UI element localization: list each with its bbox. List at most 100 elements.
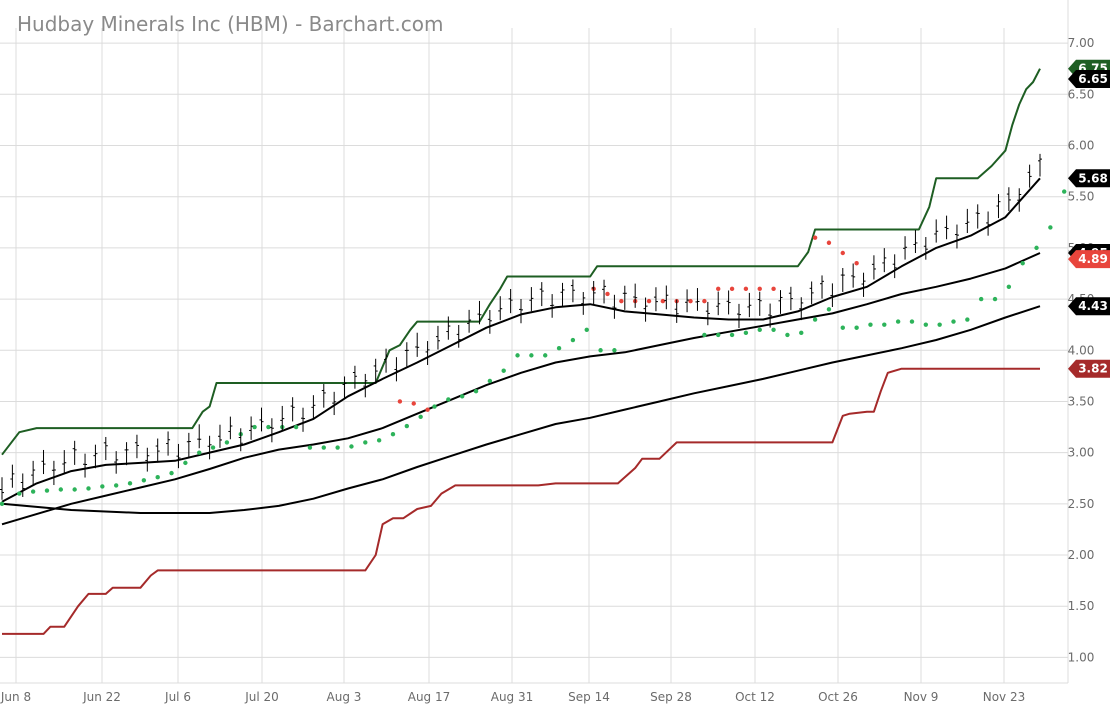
price-tag bbox=[1068, 69, 1110, 88]
stop-dot-below bbox=[757, 327, 762, 332]
stop-dot-below bbox=[501, 368, 506, 373]
y-tick-label: 4.00 bbox=[1068, 343, 1095, 357]
price-tag-label: 3.82 bbox=[1078, 362, 1108, 376]
price-bars bbox=[0, 153, 1042, 500]
stop-dot-below bbox=[868, 322, 873, 327]
stop-dot-below bbox=[951, 319, 956, 324]
lower-line bbox=[2, 367, 1040, 635]
x-tick-label: Sep 14 bbox=[568, 690, 610, 704]
x-tick-label: Aug 17 bbox=[408, 690, 451, 704]
x-axis-labels: Jun 8 Jun 22 Jul 6 Jul 20 Aug 3 Aug 17 Aug 31 S… bbox=[0, 690, 1025, 704]
stop-dot-below bbox=[210, 445, 216, 450]
stop-dot-below bbox=[58, 487, 64, 492]
x-tick-label: Jul 6 bbox=[164, 690, 191, 704]
stop-dot-below bbox=[252, 424, 257, 430]
stop-dot-below bbox=[100, 484, 105, 489]
stop-dot-above bbox=[688, 298, 693, 304]
stop-dot-below bbox=[965, 317, 970, 322]
stop-dot-above bbox=[729, 286, 735, 292]
stop-dot-below bbox=[556, 346, 562, 351]
stop-dot-below bbox=[224, 440, 230, 445]
ma_mid-line bbox=[1, 252, 1041, 526]
stop-dot-below bbox=[141, 478, 147, 483]
stop-dot-below bbox=[992, 296, 998, 302]
stop-dot-below bbox=[584, 327, 589, 332]
stop-dot-below bbox=[785, 332, 790, 338]
stop-dot-below bbox=[321, 445, 326, 450]
y-tick-label: 1.00 bbox=[1068, 650, 1095, 664]
y-tick-label: 5.50 bbox=[1068, 190, 1095, 204]
stop-dot-below bbox=[169, 470, 174, 476]
stop-dot-below bbox=[459, 394, 465, 399]
stop-dot-below bbox=[86, 486, 91, 491]
stop-dot-above bbox=[716, 286, 721, 292]
price-tag bbox=[1068, 250, 1110, 269]
y-tick-label: 3.00 bbox=[1068, 446, 1095, 460]
stop-dot-above bbox=[397, 399, 403, 404]
stop-dot-below bbox=[72, 487, 77, 492]
stop-dot-below bbox=[1062, 189, 1067, 194]
stop-dot-above bbox=[826, 240, 832, 245]
stop-dot-below bbox=[515, 353, 520, 358]
stop-dot-below bbox=[113, 483, 119, 488]
stop-dot-below bbox=[127, 481, 133, 486]
indicator-lines bbox=[1, 68, 1041, 635]
price-tags: 6.756.655.684.954.894.433.82 bbox=[1068, 59, 1110, 378]
grid bbox=[0, 0, 1069, 684]
stop-dot-below bbox=[1006, 284, 1012, 289]
stop-dot-below bbox=[197, 450, 202, 455]
stop-dot-below bbox=[854, 325, 859, 330]
stop-dot-above bbox=[757, 286, 762, 292]
stop-dot-below bbox=[1034, 245, 1039, 251]
y-tick-label: 7.00 bbox=[1068, 36, 1095, 50]
x-tick-label: Sep 28 bbox=[650, 690, 692, 704]
stop-dot-below bbox=[363, 440, 368, 445]
stop-dots bbox=[0, 176, 1081, 507]
upper-line bbox=[1, 68, 1041, 456]
stop-dot-below bbox=[702, 332, 707, 338]
stop-dot-below bbox=[771, 327, 776, 332]
stop-dot-below bbox=[612, 348, 617, 353]
stop-dot-below bbox=[716, 332, 721, 338]
stop-dot-below bbox=[1020, 261, 1025, 266]
stop-dot-above bbox=[840, 250, 845, 256]
x-tick-label: Jun 8 bbox=[0, 690, 31, 704]
stop-dot-below bbox=[335, 445, 340, 450]
stop-dot-above bbox=[646, 298, 652, 304]
price-tag-label: 4.43 bbox=[1078, 299, 1108, 313]
ma_slow-line bbox=[1, 305, 1041, 514]
price-tag bbox=[1068, 169, 1110, 188]
stop-dot-below bbox=[799, 330, 804, 336]
stop-dot-below bbox=[487, 378, 493, 384]
y-tick-label: 6.00 bbox=[1068, 139, 1095, 153]
stop-dot-below bbox=[1048, 225, 1053, 230]
stop-dot-below bbox=[895, 319, 901, 324]
y-tick-label: 6.50 bbox=[1068, 87, 1095, 101]
stop-dot-below bbox=[473, 389, 479, 394]
stop-dot-below bbox=[349, 444, 354, 449]
stop-dot-below bbox=[0, 501, 5, 507]
stop-dot-below bbox=[390, 432, 396, 437]
x-tick-label: Jun 22 bbox=[82, 690, 121, 704]
stop-dot-above bbox=[660, 298, 666, 304]
stop-dot-below bbox=[729, 332, 735, 338]
x-tick-label: Oct 26 bbox=[818, 690, 858, 704]
y-axis-labels: 1.001.502.002.503.003.504.004.505.005.50… bbox=[1068, 36, 1095, 664]
price-tag-label: 5.68 bbox=[1078, 171, 1108, 185]
stop-dot-above bbox=[605, 291, 610, 297]
stop-dot-below bbox=[543, 353, 548, 358]
chart-title: Hudbay Minerals Inc (HBM) - Barchart.com bbox=[17, 12, 444, 36]
stop-dot-below bbox=[44, 488, 50, 493]
stop-dot-above bbox=[425, 407, 430, 412]
stop-dot-below bbox=[937, 322, 942, 327]
stop-dot-below bbox=[307, 445, 313, 450]
stop-dot-below bbox=[293, 424, 299, 430]
stop-dot-below bbox=[183, 460, 188, 466]
price-tag bbox=[1068, 297, 1110, 316]
stop-dot-below bbox=[529, 353, 534, 358]
stop-dot-below bbox=[376, 438, 382, 443]
price-tag-label: 6.65 bbox=[1078, 72, 1108, 86]
stop-dot-below bbox=[826, 307, 832, 312]
stop-dot-below bbox=[418, 414, 423, 420]
